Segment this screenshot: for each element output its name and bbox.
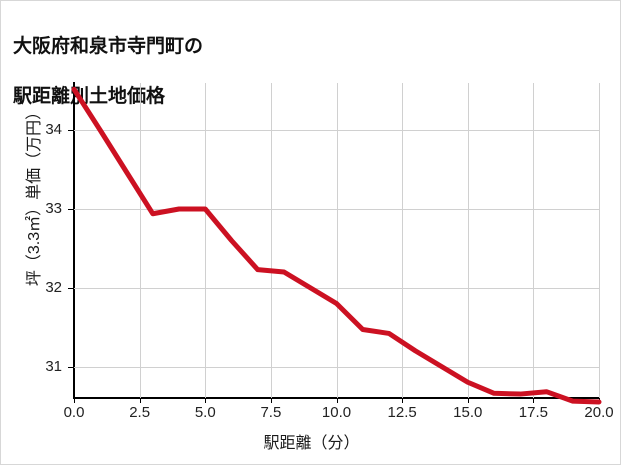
y-tick-label: 34 bbox=[45, 121, 62, 139]
x-axis-title: 駅距離（分） bbox=[263, 435, 360, 452]
gridline-vertical bbox=[402, 83, 404, 398]
x-axis-tick bbox=[402, 398, 404, 403]
x-tick-label: 12.5 bbox=[387, 404, 417, 421]
y-axis-tick bbox=[68, 366, 74, 368]
gridline-vertical bbox=[270, 83, 272, 398]
gridline-vertical bbox=[336, 83, 338, 398]
x-tick-label: 10.0 bbox=[321, 404, 352, 421]
gridline-vertical bbox=[139, 83, 141, 398]
line-series-plot bbox=[71, 86, 602, 405]
x-tick-label: 15.0 bbox=[453, 404, 483, 421]
x-tick-label: 17.5 bbox=[518, 404, 548, 421]
y-axis-tick bbox=[68, 287, 74, 289]
x-axis-tick bbox=[270, 398, 272, 403]
y-tick-label: 33 bbox=[45, 200, 62, 217]
x-axis-tick bbox=[533, 398, 535, 403]
y-tick-label: 32 bbox=[45, 278, 62, 296]
x-tick-label: 0.0 bbox=[63, 404, 85, 421]
y-axis-tick bbox=[68, 130, 74, 132]
y-axis-title: 坪（3.3㎡）単価（万円） bbox=[26, 103, 43, 287]
chart-title-line-1: 大阪府和泉市寺門町の bbox=[13, 36, 204, 57]
gridline-vertical bbox=[599, 83, 600, 398]
x-axis-tick bbox=[467, 398, 469, 403]
x-axis-tick bbox=[336, 398, 338, 403]
x-tick-label: 7.5 bbox=[260, 404, 282, 421]
chart-title-line-2: 駅距離別土地価格 bbox=[13, 86, 166, 107]
chart-title: 大阪府和泉市寺門町の 駅距離別土地価格 bbox=[13, 9, 573, 134]
series-line-land-price bbox=[71, 86, 602, 405]
x-tick-label: 2.5 bbox=[129, 404, 151, 421]
plot-area bbox=[68, 83, 602, 405]
y-axis-tick bbox=[68, 209, 74, 210]
y-axis-spine bbox=[73, 82, 75, 399]
y-tick-label: 31 bbox=[45, 357, 62, 375]
gridline-vertical bbox=[467, 83, 469, 398]
x-tick-label: 20.0 bbox=[584, 404, 614, 421]
x-axis-tick bbox=[205, 398, 207, 403]
x-axis-tick bbox=[139, 398, 141, 403]
gridline-vertical bbox=[205, 83, 207, 398]
x-axis-tick bbox=[74, 398, 75, 403]
gridline-vertical bbox=[533, 83, 535, 398]
x-tick-label: 5.0 bbox=[194, 404, 216, 421]
